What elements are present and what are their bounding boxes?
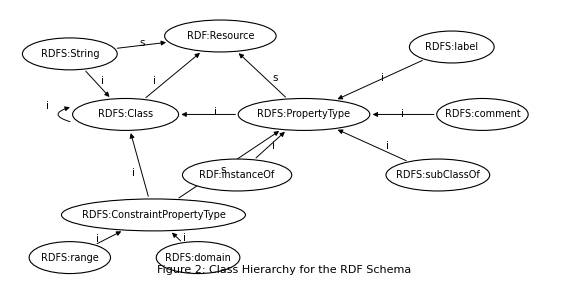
Ellipse shape <box>73 99 179 131</box>
Ellipse shape <box>156 242 240 274</box>
Text: RDFS:String: RDFS:String <box>40 49 99 59</box>
Ellipse shape <box>386 159 490 191</box>
Text: RDFS:domain: RDFS:domain <box>165 252 231 263</box>
Ellipse shape <box>238 99 370 131</box>
Ellipse shape <box>164 20 276 52</box>
Text: i: i <box>386 141 389 152</box>
Text: RDF:instanceOf: RDF:instanceOf <box>200 170 275 180</box>
Text: RDFS:label: RDFS:label <box>425 42 479 52</box>
Text: s: s <box>272 73 278 83</box>
Text: RDFS:comment: RDFS:comment <box>444 110 520 120</box>
Text: RDFS:PropertyType: RDFS:PropertyType <box>257 110 351 120</box>
Text: RDFS:subClassOf: RDFS:subClassOf <box>396 170 480 180</box>
Text: i: i <box>402 110 405 120</box>
Text: RDFS:range: RDFS:range <box>41 252 98 263</box>
Text: RDFS:Class: RDFS:Class <box>98 110 153 120</box>
Ellipse shape <box>410 31 494 63</box>
Text: i: i <box>101 75 104 86</box>
Ellipse shape <box>22 38 117 70</box>
Text: i: i <box>381 73 384 83</box>
Text: s: s <box>220 165 226 175</box>
Ellipse shape <box>61 199 245 231</box>
Text: i: i <box>183 233 186 243</box>
FancyArrowPatch shape <box>58 107 70 122</box>
Text: i: i <box>96 234 99 244</box>
Text: i: i <box>132 168 135 178</box>
Text: RDF:Resource: RDF:Resource <box>187 31 254 41</box>
Text: Figure 2: Class Hierarchy for the RDF Schema: Figure 2: Class Hierarchy for the RDF Sc… <box>158 266 411 276</box>
Text: i: i <box>271 141 275 151</box>
Ellipse shape <box>437 99 528 131</box>
Text: i: i <box>153 76 156 86</box>
Ellipse shape <box>29 242 110 274</box>
Text: s: s <box>139 38 145 48</box>
Ellipse shape <box>183 159 292 191</box>
Text: i: i <box>46 101 49 111</box>
Text: i: i <box>214 107 217 117</box>
Text: RDFS:ConstraintPropertyType: RDFS:ConstraintPropertyType <box>81 210 225 220</box>
